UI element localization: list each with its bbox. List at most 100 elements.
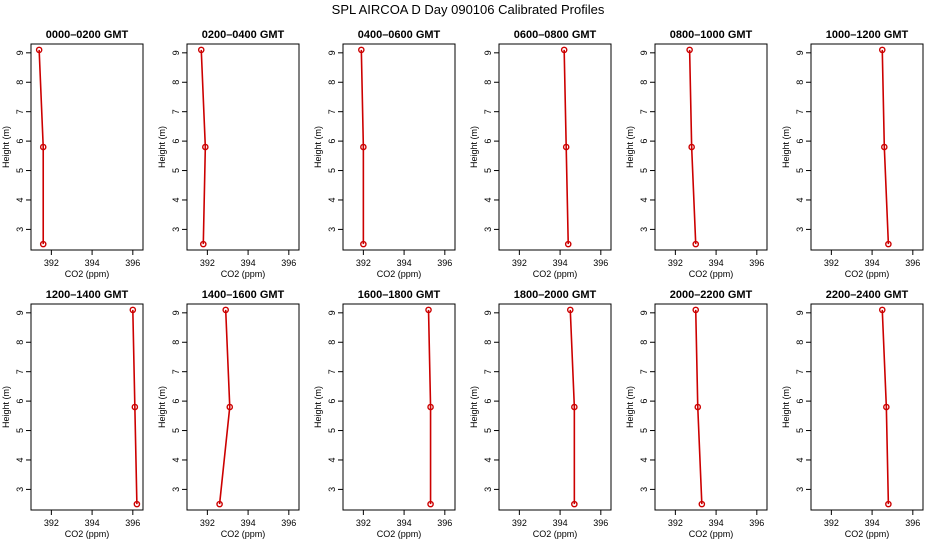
panel-7-ylabel: Height (m) <box>1 386 11 428</box>
panel-11-data-point <box>692 306 700 314</box>
panel-12-ytick-label: 5 <box>795 428 805 433</box>
panel-8-ytick-label: 6 <box>171 399 181 404</box>
panel-1-xtick-label: 396 <box>125 258 140 268</box>
panel-10-xtick-label: 396 <box>593 518 608 528</box>
panel-8-title: 1400–1600 GMT <box>202 289 285 301</box>
panel-11-frame <box>654 303 768 511</box>
panel-2-xtick-label: 392 <box>200 258 215 268</box>
panel-8-ytick-label: 8 <box>171 340 181 345</box>
panel-3-data-point <box>360 240 367 248</box>
panel-11-xtick-label: 394 <box>709 518 724 528</box>
panel-6-data-point <box>881 143 888 151</box>
panel-5-title: 0800–1000 GMT <box>670 29 753 41</box>
panel-3-title: 0400–0600 GMT <box>358 29 441 41</box>
panel-3-frame <box>342 43 456 251</box>
panel-2-ytick-label: 7 <box>171 109 181 114</box>
panel-8-data-point <box>222 306 229 314</box>
panel-11-ytick-label: 7 <box>639 369 649 374</box>
panel-10-xlabel: CO2 (ppm) <box>533 529 578 539</box>
panel-8-ylabel: Height (m) <box>157 386 167 428</box>
panel-12-xtick-label: 394 <box>865 518 880 528</box>
panel-4-title: 0600–0800 GMT <box>514 29 597 41</box>
panel-10-ytick-label: 6 <box>483 399 493 404</box>
panel-10-data-point <box>566 306 574 314</box>
panel-4-data-point <box>560 46 568 54</box>
panel-2-ylabel: Height (m) <box>157 126 167 168</box>
panel-5-data-point <box>688 143 695 151</box>
panel-12-ytick-label: 3 <box>795 487 805 492</box>
panel-2-frame <box>186 43 300 251</box>
panel-12-xtick-label: 392 <box>824 518 839 528</box>
panel-3-ytick-label: 7 <box>327 109 337 114</box>
panel-3-xtick-label: 394 <box>397 258 412 268</box>
panel-12-profile-line <box>881 309 890 505</box>
panel-7-xtick-label: 396 <box>125 518 140 528</box>
panel-7-xtick-label: 394 <box>85 518 100 528</box>
panel-10-data-point <box>571 500 578 508</box>
panel-12-data-point <box>885 500 892 508</box>
panel-1-xtick-label: 392 <box>44 258 59 268</box>
panel-7-ytick-label: 4 <box>15 457 25 462</box>
panel-7-profile-line <box>132 309 138 505</box>
panel-3-data-point <box>360 143 367 151</box>
panel-2-xtick-label: 394 <box>241 258 256 268</box>
panel-5-xlabel: CO2 (ppm) <box>689 269 734 279</box>
panel-12-ytick-label: 4 <box>795 457 805 462</box>
panel-9-ytick-label: 3 <box>327 487 337 492</box>
panel-6-profile-line <box>881 49 890 245</box>
panel-8-xtick-label: 394 <box>241 518 256 528</box>
panel-10-frame <box>498 303 612 511</box>
panel-3-xtick-label: 392 <box>356 258 371 268</box>
panel-6-xtick-label: 396 <box>905 258 920 268</box>
panel-8-ytick-label: 4 <box>171 457 181 462</box>
panel-3-ytick-label: 6 <box>327 139 337 144</box>
panel-2-ytick-label: 9 <box>171 50 181 55</box>
panel-4-ytick-label: 6 <box>483 139 493 144</box>
panel-9-ytick-label: 7 <box>327 369 337 374</box>
panel-10-ytick-label: 9 <box>483 310 493 315</box>
panel-1-ytick-label: 5 <box>15 168 25 173</box>
panel-11-ytick-label: 4 <box>639 457 649 462</box>
panel-2-xtick-label: 396 <box>281 258 296 268</box>
panel-8-data-point <box>226 403 234 411</box>
panel-3-ytick-label: 8 <box>327 80 337 85</box>
panel-12-ytick-label: 9 <box>795 310 805 315</box>
panel-2-title: 0200–0400 GMT <box>202 29 285 41</box>
panel-8-frame <box>186 303 300 511</box>
panel-10-xtick-label: 394 <box>553 518 568 528</box>
panel-4-ytick-label: 7 <box>483 109 493 114</box>
panel-7-ytick-label: 8 <box>15 340 25 345</box>
panel-8-profile-line <box>218 309 231 505</box>
panel-6-ytick-label: 4 <box>795 197 805 202</box>
panel-9-data-point <box>427 500 434 508</box>
panel-6-ytick-label: 5 <box>795 168 805 173</box>
panel-10-ytick-label: 3 <box>483 487 493 492</box>
panel-11-data-point <box>698 500 706 508</box>
panel-7-xtick-label: 392 <box>44 518 59 528</box>
panel-4-xtick-label: 394 <box>553 258 568 268</box>
panel-9-ytick-label: 8 <box>327 340 337 345</box>
panel-12-ytick-label: 8 <box>795 340 805 345</box>
panel-2-profile-line <box>200 49 207 245</box>
panel-11-xtick-label: 392 <box>668 518 683 528</box>
panel-6-title: 1000–1200 GMT <box>826 29 909 41</box>
panel-2-data-point <box>197 46 205 54</box>
panel-10-ytick-label: 5 <box>483 428 493 433</box>
panel-8-xlabel: CO2 (ppm) <box>221 529 266 539</box>
panel-7-ytick-label: 7 <box>15 369 25 374</box>
panel-9-xtick-label: 396 <box>437 518 452 528</box>
panel-5-ytick-label: 6 <box>639 139 649 144</box>
panel-1-ytick-label: 9 <box>15 50 25 55</box>
panel-6-ytick-label: 9 <box>795 50 805 55</box>
panel-1-data-point <box>35 46 43 54</box>
panel-1-ytick-label: 3 <box>15 227 25 232</box>
panel-9-title: 1600–1800 GMT <box>358 289 441 301</box>
panel-11-data-point <box>694 403 702 411</box>
panel-9-frame <box>342 303 456 511</box>
panel-2-ytick-label: 6 <box>171 139 181 144</box>
panel-10-title: 1800–2000 GMT <box>514 289 597 301</box>
panel-9-xtick-label: 392 <box>356 518 371 528</box>
panel-1-ytick-label: 6 <box>15 139 25 144</box>
panel-4-ytick-label: 5 <box>483 168 493 173</box>
